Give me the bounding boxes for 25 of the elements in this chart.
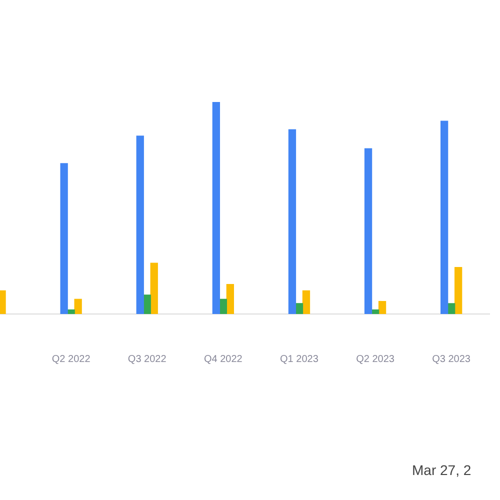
x-tick-label: Q3 2023	[432, 354, 471, 365]
bar	[295, 303, 304, 314]
bar	[226, 284, 234, 314]
bar	[364, 148, 372, 314]
x-tick-label: Q3 2022	[128, 354, 167, 365]
bar	[219, 298, 227, 314]
x-tick-label: Q2 2023	[356, 354, 395, 365]
bar	[454, 267, 462, 314]
bar	[447, 303, 456, 314]
x-tick-label: Q2 2022	[52, 354, 91, 365]
bar	[60, 163, 68, 314]
bar	[136, 136, 144, 314]
text: Mar 27, 2	[412, 462, 472, 478]
bar	[74, 298, 82, 314]
x-tick-label: Q1 2023	[280, 354, 319, 365]
x-tick-label: Q4 2022	[204, 354, 243, 365]
bar	[288, 129, 296, 314]
bar	[143, 294, 151, 314]
bar	[67, 309, 75, 314]
bar	[212, 102, 220, 314]
bar	[378, 300, 386, 314]
bar	[150, 262, 158, 314]
bar	[440, 120, 448, 314]
bar	[371, 309, 380, 314]
bar	[302, 290, 310, 314]
